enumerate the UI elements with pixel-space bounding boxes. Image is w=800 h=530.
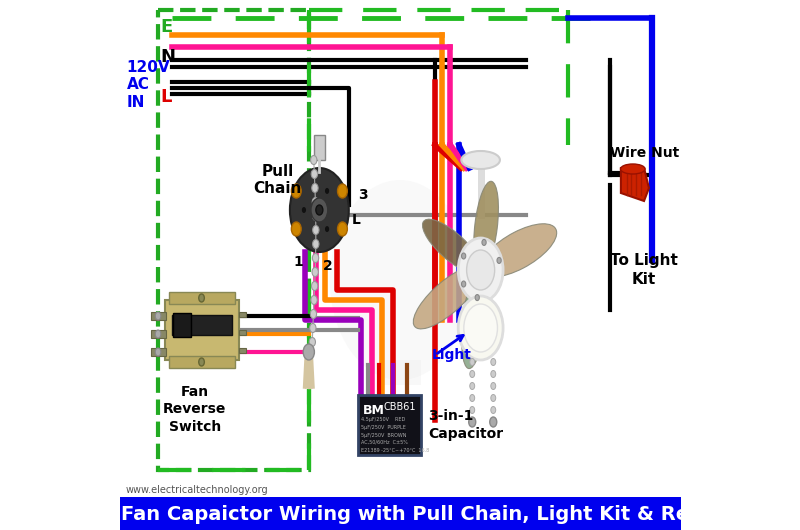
Circle shape [497, 258, 501, 263]
Circle shape [155, 312, 161, 320]
Bar [379, 360, 421, 385]
Circle shape [464, 304, 498, 352]
Circle shape [325, 188, 329, 194]
Circle shape [491, 358, 496, 366]
Text: 5μF/250V  PURPLE: 5μF/250V PURPLE [362, 425, 406, 430]
Circle shape [311, 281, 318, 290]
Text: BM: BM [362, 403, 384, 417]
Circle shape [310, 323, 316, 332]
Circle shape [198, 358, 204, 366]
Text: Light: Light [431, 348, 471, 362]
Bar [314, 135, 325, 160]
Bar [151, 330, 166, 338]
Text: www.electricaltechnology.org: www.electricaltechnology.org [125, 485, 268, 495]
Circle shape [338, 222, 347, 236]
Text: Fan
Reverse
Switch: Fan Reverse Switch [163, 385, 226, 434]
Text: 1: 1 [294, 255, 303, 269]
Text: CBB61: CBB61 [384, 402, 416, 412]
Text: To Light
Kit: To Light Kit [610, 253, 678, 287]
Circle shape [466, 250, 494, 290]
Ellipse shape [621, 164, 645, 174]
Bar [358, 395, 421, 455]
Circle shape [470, 394, 474, 402]
Text: E: E [160, 18, 173, 36]
Circle shape [330, 180, 470, 380]
Ellipse shape [414, 266, 482, 329]
Text: L: L [160, 88, 171, 106]
Bar [169, 356, 235, 368]
Text: 3-in-1
Capacitor: 3-in-1 Capacitor [428, 409, 503, 440]
Circle shape [491, 407, 496, 413]
Text: 5μF/250V  BROWN: 5μF/250V BROWN [362, 432, 407, 437]
Text: AC,50/60Hz  C±5%: AC,50/60Hz C±5% [362, 440, 408, 445]
Circle shape [458, 296, 503, 360]
Circle shape [338, 184, 347, 198]
Ellipse shape [462, 270, 487, 368]
Circle shape [462, 253, 466, 259]
Circle shape [469, 417, 476, 427]
Bar [165, 300, 238, 360]
Circle shape [311, 296, 317, 305]
Circle shape [490, 417, 497, 427]
Circle shape [325, 226, 329, 232]
Text: Pull
Chain: Pull Chain [253, 164, 302, 196]
Bar [238, 312, 246, 317]
Ellipse shape [462, 151, 500, 169]
Polygon shape [621, 168, 649, 201]
Bar [238, 330, 246, 335]
Text: L: L [351, 213, 360, 227]
Circle shape [313, 225, 319, 234]
Text: E21389 -25°C~+70°C  16.8: E21389 -25°C~+70°C 16.8 [362, 447, 430, 453]
Circle shape [290, 168, 349, 252]
Circle shape [491, 370, 496, 377]
Text: 120V
AC
IN: 120V AC IN [126, 60, 170, 110]
Circle shape [311, 170, 318, 179]
Circle shape [491, 383, 496, 390]
Text: 3: 3 [358, 188, 368, 202]
Circle shape [313, 211, 319, 220]
Bar [172, 315, 232, 335]
Circle shape [310, 310, 317, 319]
Bar [151, 348, 166, 356]
Ellipse shape [422, 219, 481, 273]
Ellipse shape [474, 181, 498, 270]
Circle shape [312, 268, 318, 277]
Circle shape [475, 295, 479, 301]
Text: 4.5μF/250V    RED: 4.5μF/250V RED [362, 418, 406, 422]
Circle shape [470, 358, 474, 366]
Circle shape [155, 348, 161, 356]
Bar [119, 497, 681, 530]
Circle shape [470, 370, 474, 377]
Circle shape [303, 344, 314, 360]
Circle shape [310, 155, 317, 164]
Text: N: N [160, 48, 175, 66]
Ellipse shape [480, 224, 557, 277]
Text: Wire Nut: Wire Nut [610, 146, 680, 160]
Circle shape [313, 240, 319, 249]
Circle shape [491, 394, 496, 402]
Circle shape [291, 222, 301, 236]
Circle shape [312, 183, 318, 192]
Circle shape [316, 205, 323, 215]
Circle shape [311, 198, 328, 222]
Text: 3 in 1 Ceiling Fan Capaictor Wiring with Pull Chain, Light Kit & Reverse Switch: 3 in 1 Ceiling Fan Capaictor Wiring with… [0, 505, 800, 524]
Bar [151, 312, 166, 320]
Circle shape [458, 238, 503, 302]
Circle shape [312, 198, 318, 207]
Circle shape [470, 407, 474, 413]
Circle shape [470, 383, 474, 390]
Text: 2: 2 [323, 259, 333, 273]
Bar [238, 348, 246, 353]
Circle shape [462, 281, 466, 287]
Circle shape [155, 330, 161, 338]
Circle shape [313, 253, 318, 262]
Bar [169, 292, 235, 304]
Bar [158, 10, 309, 470]
Bar [174, 313, 191, 337]
Circle shape [291, 184, 301, 198]
Circle shape [482, 240, 486, 245]
Circle shape [309, 338, 315, 347]
Circle shape [302, 207, 306, 213]
Circle shape [198, 294, 204, 302]
